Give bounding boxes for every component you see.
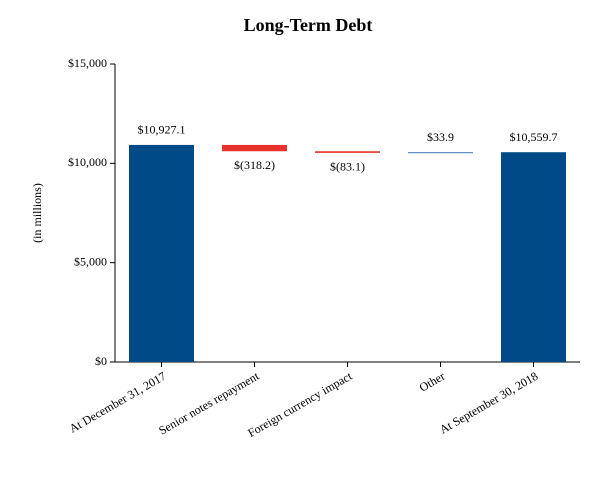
y-tick-label: $10,000	[68, 155, 107, 169]
bar	[408, 152, 473, 154]
value-label: $(83.1)	[330, 160, 365, 174]
bar	[129, 144, 194, 362]
chart-title: Long-Term Debt	[244, 15, 373, 35]
bar	[315, 151, 380, 153]
value-label: $10,559.7	[510, 130, 558, 144]
value-label: $10,927.1	[138, 123, 186, 137]
bar	[222, 144, 287, 152]
x-tick-label: At September 30, 2018	[437, 369, 540, 437]
value-label: $33.9	[427, 130, 454, 144]
bar	[501, 152, 566, 362]
x-tick-label: Other	[417, 369, 448, 395]
y-tick-label: $0	[95, 354, 107, 368]
y-tick-label: $5,000	[74, 254, 107, 268]
value-label: $(318.2)	[234, 158, 275, 172]
x-tick-label: Foreign currency impact	[245, 369, 355, 440]
y-tick-label: $15,000	[68, 56, 107, 70]
x-tick-label: At December 31, 2017	[67, 369, 169, 436]
y-axis-label: (in millions)	[30, 183, 44, 243]
